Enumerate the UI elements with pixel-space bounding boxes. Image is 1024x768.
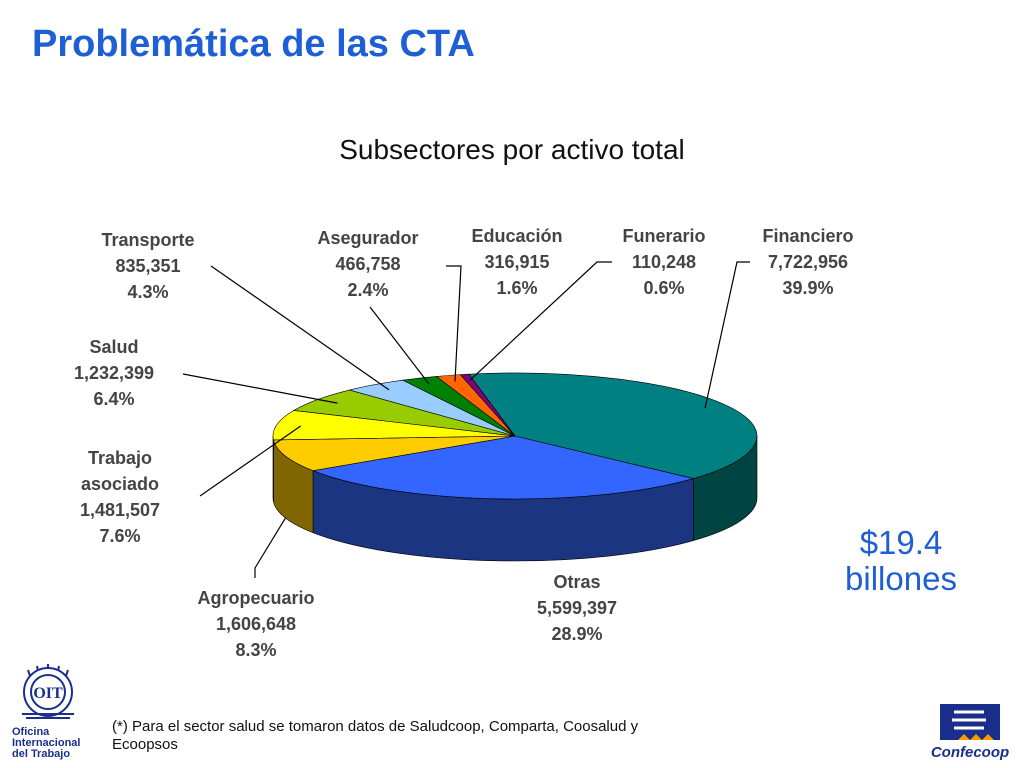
- data-label-trabajo-asociado-value: 1,481,507: [80, 500, 160, 520]
- data-label-funerario-percent: 0.6%: [643, 278, 684, 298]
- confecoop-caption: Confecoop: [930, 744, 1010, 761]
- data-label-educacion-name: Educación: [471, 226, 562, 246]
- data-label-agropecuario-name: Agropecuario: [197, 588, 314, 608]
- data-label-funerario-name: Funerario: [622, 226, 705, 246]
- data-label-financiero-percent: 39.9%: [782, 278, 833, 298]
- data-label-trabajo-asociado-percent: 7.6%: [99, 526, 140, 546]
- pie-sides: [272, 435, 758, 562]
- leader-line-agropecuario: [254, 517, 287, 578]
- total-value: $19.4: [859, 524, 943, 561]
- pie-slice-otras: [311, 435, 695, 500]
- pie-slice-agropecuario: [273, 435, 516, 472]
- leader-line-trabajo-asociado: [199, 425, 301, 497]
- data-label-educacion-percent: 1.6%: [496, 278, 537, 298]
- data-label-agropecuario-percent: 8.3%: [235, 640, 276, 660]
- leader-line-asegurador: [369, 306, 430, 385]
- leader-line-educacion: [446, 265, 462, 382]
- data-label-salud-percent: 6.4%: [93, 389, 134, 409]
- leader-line-financiero: [704, 261, 750, 409]
- data-label-educacion-value: 316,915: [484, 252, 549, 272]
- pie-slice-funerario: [459, 373, 516, 437]
- pie-slice-financiero: [468, 372, 758, 479]
- data-label-financiero-value: 7,722,956: [768, 252, 848, 272]
- pie-slice-trabajo-asociado: [272, 410, 516, 441]
- data-label-transporte-name: Transporte: [101, 230, 194, 250]
- total-assets-callout: $19.4 billones: [806, 525, 996, 597]
- data-label-asegurador-percent: 2.4%: [347, 280, 388, 300]
- confecoop-logo-icon: [940, 704, 1000, 740]
- data-label-agropecuario-value: 1,606,648: [216, 614, 296, 634]
- data-label-transporte-value: 835,351: [115, 256, 180, 276]
- data-label-transporte-percent: 4.3%: [127, 282, 168, 302]
- data-label-financiero-name: Financiero: [762, 226, 853, 246]
- pie-labels: Financiero 7,722,956 39.9% Otras 5,599,397 28…: [74, 226, 854, 660]
- footnote: (*) Para el sector salud se tomaron dato…: [112, 718, 639, 753]
- leader-line-salud: [182, 373, 338, 404]
- data-label-salud-value: 1,232,399: [74, 363, 154, 383]
- slide-title: Problemática de las CTA: [32, 23, 475, 65]
- data-label-funerario-value: 110,248: [632, 252, 696, 272]
- data-label-trabajo-asociado-name: Trabajo: [88, 448, 152, 468]
- data-label-otras-value: 5,599,397: [537, 598, 617, 618]
- data-label-asegurador-value: 466,758: [335, 254, 400, 274]
- oit-mark-text: OIT: [33, 685, 63, 702]
- leader-line-funerario: [469, 261, 612, 381]
- data-label-asegurador-name: Asegurador: [317, 228, 418, 248]
- oit-caption: Oficina Internacional del Trabajo: [12, 726, 81, 760]
- pie-tops: [272, 372, 758, 500]
- data-label-salud-name: Salud: [89, 337, 138, 357]
- leader-lines: [182, 261, 750, 578]
- data-label-otras-percent: 28.9%: [551, 624, 602, 644]
- data-label-otras-name: Otras: [553, 572, 600, 592]
- leader-line-transporte: [210, 265, 390, 391]
- data-label-trabajo-asociado-name2: asociado: [81, 474, 159, 494]
- total-unit: billones: [845, 560, 957, 597]
- chart-title: Subsectores por activo total: [339, 134, 685, 165]
- oit-logo-icon: OIT: [22, 664, 74, 719]
